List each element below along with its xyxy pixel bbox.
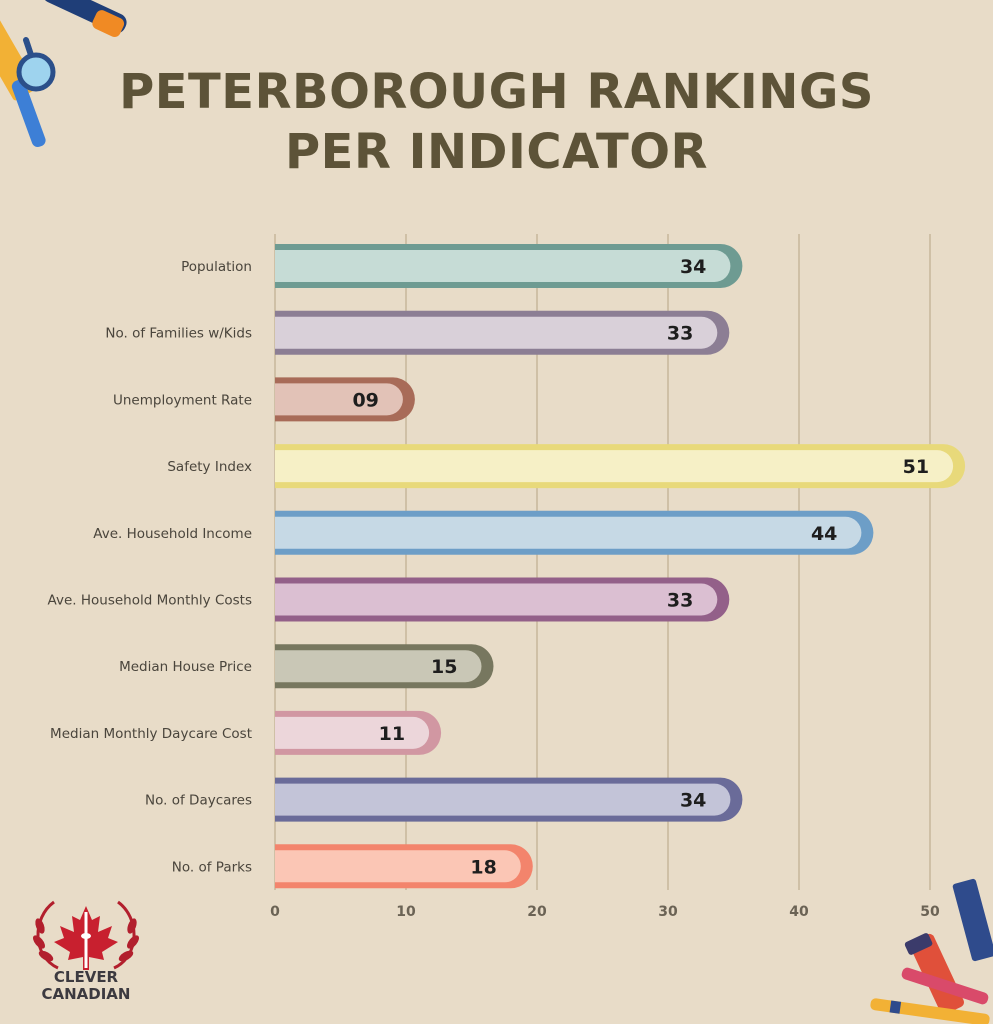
chart-title-line-2: PER INDICATOR (284, 124, 709, 180)
brush-icon (901, 967, 989, 1005)
pencil-icon (11, 79, 46, 148)
data-label: 33 (667, 590, 693, 612)
category-label: Median Monthly Daycare Cost (50, 726, 252, 742)
bar-fill (275, 383, 403, 416)
chart-title: PETERBOROUGH RANKINGS PER INDICATOR (0, 62, 993, 182)
category-label: Ave. Household Income (93, 526, 252, 542)
category-label: No. of Parks (172, 859, 252, 875)
logo-text: CLEVER CANADIAN (28, 969, 144, 1003)
stationery-decoration-bottom-right (870, 878, 993, 1024)
bar-fill (275, 650, 482, 683)
bar-fill (275, 450, 954, 483)
bar-fill (275, 783, 731, 816)
data-label: 18 (470, 856, 496, 878)
x-tick-label: 10 (396, 904, 416, 920)
category-label: Ave. Household Monthly Costs (48, 593, 252, 609)
bar-fill (275, 850, 521, 883)
x-tick-label: 30 (658, 904, 678, 920)
data-label: 44 (811, 523, 837, 545)
pencil-icon (870, 998, 990, 1024)
ruler-icon (952, 878, 993, 962)
category-label: No. of Daycares (145, 793, 252, 809)
bar-fill (275, 716, 430, 749)
category-label: No. of Families w/Kids (105, 326, 252, 342)
x-tick-label: 0 (270, 904, 280, 920)
category-label: Safety Index (167, 459, 252, 475)
data-label: 34 (680, 256, 706, 278)
bar-fill (275, 250, 731, 282)
bar-fill (275, 583, 718, 616)
bar-fill (275, 316, 718, 349)
category-label: Population (181, 259, 252, 275)
chart-title-line-1: PETERBOROUGH RANKINGS (119, 64, 874, 120)
marker-icon (42, 0, 127, 38)
data-label: 51 (903, 456, 929, 478)
logo-text-line-2: CANADIAN (41, 985, 131, 1003)
x-tick-label: 20 (527, 904, 547, 920)
bar-fill (275, 516, 862, 549)
logo-text-line-1: CLEVER (53, 968, 119, 986)
data-label: 34 (680, 790, 706, 812)
data-label: 15 (431, 656, 457, 678)
data-label: 09 (352, 389, 378, 411)
category-label: Median House Price (119, 659, 252, 675)
data-label: 11 (379, 723, 405, 745)
category-label: Unemployment Rate (113, 392, 252, 408)
stationery-decoration-top-left (0, 0, 127, 148)
magnifier-icon (16, 37, 56, 92)
data-label: 33 (667, 323, 693, 345)
x-tick-label: 40 (789, 904, 809, 920)
x-tick-label: 50 (920, 904, 940, 920)
cn-tower-icon (81, 912, 91, 968)
clever-canadian-logo (33, 900, 139, 970)
